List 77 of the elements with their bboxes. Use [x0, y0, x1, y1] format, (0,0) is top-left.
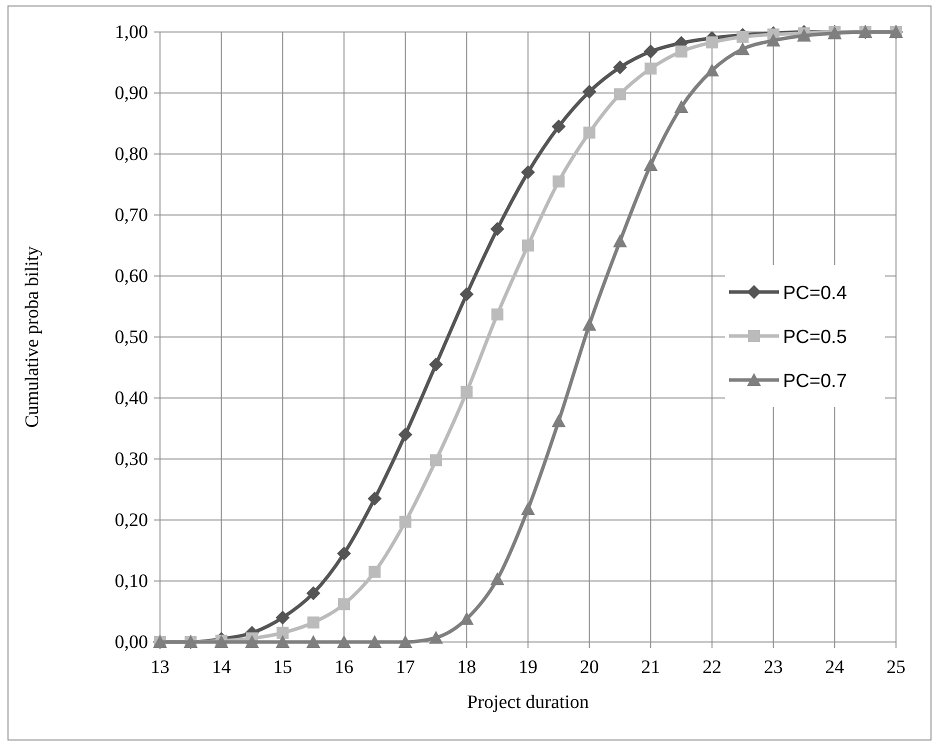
- point: [429, 630, 443, 644]
- point: [552, 175, 565, 188]
- y-tick-label: 0,90: [114, 83, 148, 104]
- point: [398, 635, 412, 648]
- point: [583, 126, 596, 139]
- x-tick-label: 22: [702, 657, 722, 678]
- point: [276, 635, 290, 648]
- point: [552, 120, 566, 134]
- point: [306, 586, 320, 600]
- point: [521, 165, 535, 180]
- x-tick-label: 13: [150, 657, 170, 678]
- point: [613, 60, 627, 74]
- point: [398, 428, 412, 442]
- point: [614, 88, 626, 100]
- point: [276, 626, 289, 639]
- point: [644, 158, 658, 171]
- y-tick-label: 0,80: [114, 144, 148, 165]
- point: [337, 635, 351, 648]
- point: [307, 616, 320, 628]
- x-tick-label: 21: [641, 657, 660, 678]
- point: [460, 386, 473, 398]
- legend-label: PC=0.4: [783, 283, 848, 304]
- point: [399, 516, 412, 528]
- x-tick-label: 19: [518, 657, 538, 678]
- point: [706, 36, 718, 48]
- point: [582, 84, 596, 99]
- x-tick-label: 24: [825, 657, 845, 678]
- point: [705, 63, 719, 76]
- x-tick-label: 25: [886, 657, 906, 678]
- y-tick-label: 0,70: [114, 205, 148, 226]
- point: [736, 30, 749, 43]
- point: [675, 46, 688, 58]
- x-tick-label: 20: [580, 657, 599, 678]
- x-tick-label: 17: [396, 657, 415, 678]
- point: [430, 454, 442, 466]
- point: [766, 34, 780, 47]
- x-tick-label: 15: [273, 657, 292, 678]
- point: [368, 492, 382, 506]
- point: [522, 240, 534, 252]
- legend-label: PC=0.5: [783, 327, 847, 348]
- y-tick-label: 0,00: [114, 632, 148, 653]
- point: [582, 318, 596, 331]
- y-tick-label: 1,00: [114, 22, 148, 43]
- x-axis-title: Project duration: [467, 692, 590, 713]
- point: [552, 414, 566, 428]
- point: [490, 222, 504, 236]
- point: [337, 546, 351, 561]
- y-tick-label: 0,30: [114, 449, 148, 470]
- y-tick-label: 0,60: [114, 266, 148, 287]
- point: [490, 572, 504, 586]
- point: [429, 357, 443, 372]
- point: [613, 234, 627, 248]
- y-tick-label: 0,20: [114, 510, 148, 531]
- y-tick-label: 0,10: [114, 571, 148, 592]
- point: [368, 566, 381, 578]
- point: [245, 635, 259, 648]
- point: [644, 62, 657, 75]
- point: [491, 308, 504, 320]
- point: [460, 612, 474, 625]
- point: [674, 100, 688, 114]
- point: [460, 287, 474, 302]
- point: [368, 635, 382, 648]
- x-tick-label: 16: [334, 657, 354, 678]
- y-axis-title: Cumulative proba bility: [22, 246, 43, 428]
- y-tick-label: 0,50: [114, 327, 148, 348]
- x-tick-label: 23: [764, 657, 783, 678]
- point: [276, 610, 290, 625]
- legend-label: PC=0.7: [783, 371, 847, 392]
- point: [338, 598, 350, 610]
- point: [644, 44, 658, 59]
- point: [521, 502, 535, 516]
- x-tick-label: 14: [212, 657, 232, 678]
- x-tick-label: 18: [457, 657, 476, 678]
- point: [306, 635, 320, 648]
- point: [736, 42, 750, 56]
- y-tick-label: 0,40: [114, 388, 148, 409]
- point: [797, 28, 811, 42]
